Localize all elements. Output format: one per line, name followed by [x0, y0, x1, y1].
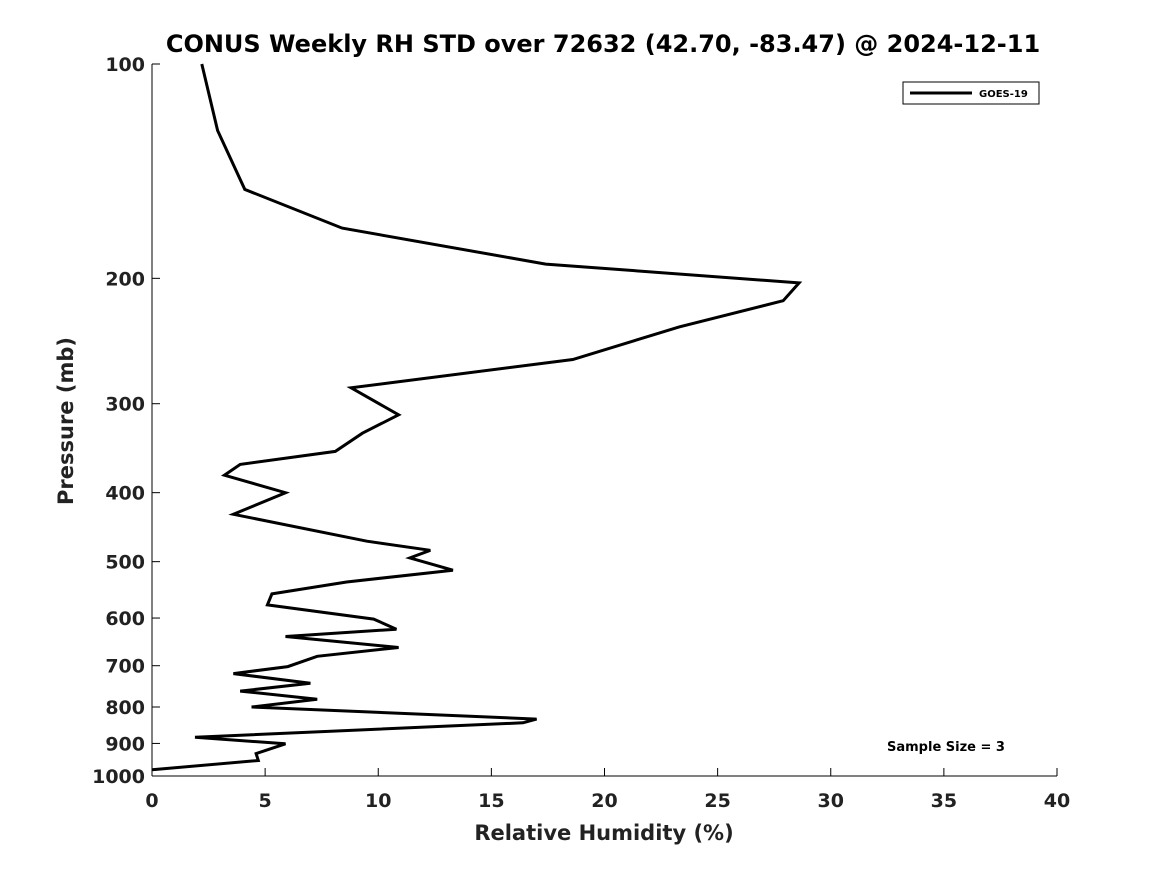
y-axis-label: Pressure (mb) — [54, 337, 78, 505]
y-tick-label: 900 — [105, 733, 145, 755]
x-tick-label: 5 — [259, 790, 272, 812]
sample-size-annotation: Sample Size = 3 — [887, 740, 1005, 755]
y-tick-label: 1000 — [92, 766, 145, 788]
x-axis-label: Relative Humidity (%) — [474, 821, 733, 845]
x-axis-ticks: 0 5 10 15 20 25 30 35 40 — [145, 768, 1070, 812]
x-tick-label: 40 — [1044, 790, 1070, 812]
series-line-0 — [151, 63, 803, 772]
x-tick-label: 25 — [704, 790, 730, 812]
x-tick-label: 10 — [365, 790, 391, 812]
y-tick-label: 600 — [105, 608, 145, 630]
y-tick-label: 700 — [105, 656, 145, 678]
plot-area — [151, 64, 1057, 777]
x-tick-label: 35 — [931, 790, 957, 812]
y-tick-label: 500 — [105, 552, 145, 574]
series-layer — [151, 63, 803, 772]
y-axis-ticks: 100 200 300 400 500 600 700 800 900 1000 — [92, 54, 160, 788]
x-tick-label: 20 — [591, 790, 617, 812]
legend: GOES-19 — [902, 81, 1040, 105]
y-tick-label: 400 — [105, 483, 145, 505]
y-tick-label: 100 — [105, 54, 145, 76]
x-tick-label: 0 — [145, 790, 158, 812]
y-tick-label: 200 — [105, 268, 145, 290]
legend-label-goes-19: GOES-19 — [979, 89, 1028, 100]
y-tick-label: 800 — [105, 697, 145, 719]
x-tick-label: 15 — [478, 790, 504, 812]
y-tick-label: 300 — [105, 394, 145, 416]
x-tick-label: 30 — [818, 790, 844, 812]
chart-title: CONUS Weekly RH STD over 72632 (42.70, -… — [166, 30, 1040, 58]
